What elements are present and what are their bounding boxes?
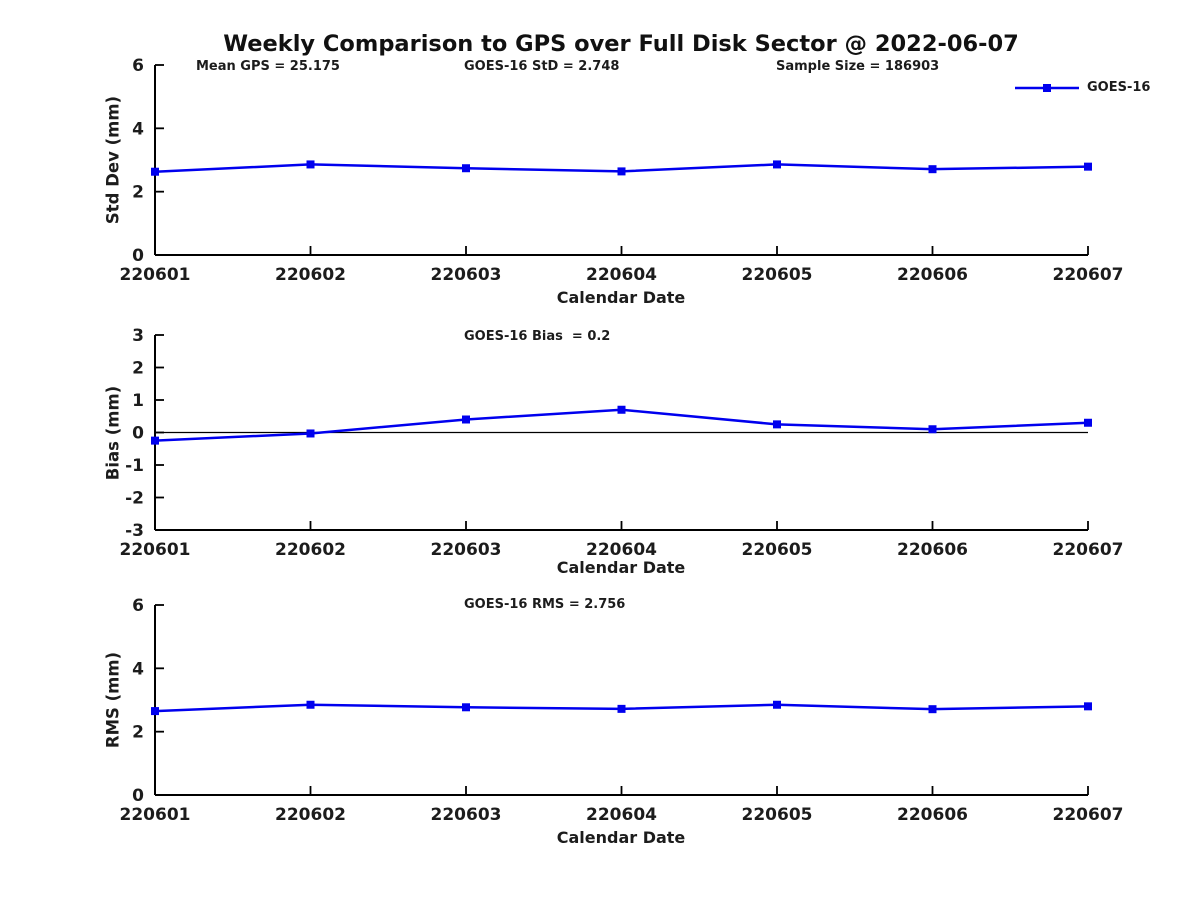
svg-text:220605: 220605 bbox=[742, 805, 813, 825]
annotation-goes16-rms: GOES-16 RMS = 2.756 bbox=[464, 597, 626, 612]
annotation-goes16-std: GOES-16 StD = 2.748 bbox=[464, 59, 620, 74]
svg-text:-1: -1 bbox=[125, 456, 144, 476]
svg-text:1: 1 bbox=[132, 391, 144, 411]
svg-text:220602: 220602 bbox=[275, 265, 346, 285]
annotation-goes16-bias: GOES-16 Bias = 0.2 bbox=[464, 329, 611, 344]
svg-text:3: 3 bbox=[132, 326, 144, 346]
svg-text:220607: 220607 bbox=[1053, 540, 1124, 560]
xlabel-calendar-date-3: Calendar Date bbox=[556, 828, 686, 847]
svg-text:220607: 220607 bbox=[1053, 265, 1124, 285]
svg-text:220603: 220603 bbox=[431, 265, 502, 285]
ylabel-std-dev: Std Dev (mm) bbox=[103, 95, 123, 225]
svg-text:220606: 220606 bbox=[897, 265, 968, 285]
ylabel-bias: Bias (mm) bbox=[103, 385, 123, 481]
svg-text:-3: -3 bbox=[125, 521, 144, 541]
svg-text:220604: 220604 bbox=[586, 265, 657, 285]
annotation-mean-gps: Mean GPS = 25.175 bbox=[196, 59, 340, 74]
svg-text:220602: 220602 bbox=[275, 805, 346, 825]
svg-text:6: 6 bbox=[132, 56, 144, 76]
legend-line-icon bbox=[1015, 83, 1079, 92]
svg-text:220601: 220601 bbox=[120, 805, 191, 825]
svg-text:4: 4 bbox=[132, 119, 144, 139]
svg-text:0: 0 bbox=[132, 246, 144, 266]
svg-text:220601: 220601 bbox=[120, 265, 191, 285]
legend: GOES-16 bbox=[1014, 80, 1150, 95]
chart-title: Weekly Comparison to GPS over Full Disk … bbox=[223, 31, 1019, 57]
xlabel-calendar-date-1: Calendar Date bbox=[556, 288, 686, 307]
svg-text:220604: 220604 bbox=[586, 540, 657, 560]
svg-text:220603: 220603 bbox=[431, 805, 502, 825]
svg-text:2: 2 bbox=[132, 359, 144, 379]
svg-text:220606: 220606 bbox=[897, 540, 968, 560]
svg-text:2: 2 bbox=[132, 723, 144, 743]
svg-text:4: 4 bbox=[132, 659, 144, 679]
legend-square-marker-icon bbox=[1043, 83, 1051, 92]
annotation-sample-size: Sample Size = 186903 bbox=[776, 59, 940, 74]
svg-text:0: 0 bbox=[132, 786, 144, 806]
svg-text:220603: 220603 bbox=[431, 540, 502, 560]
legend-label: GOES-16 bbox=[1087, 80, 1151, 95]
svg-text:6: 6 bbox=[132, 596, 144, 616]
svg-text:-2: -2 bbox=[125, 489, 144, 509]
svg-text:220602: 220602 bbox=[275, 540, 346, 560]
svg-text:2: 2 bbox=[132, 183, 144, 203]
svg-text:220605: 220605 bbox=[742, 265, 813, 285]
svg-text:220601: 220601 bbox=[120, 540, 191, 560]
svg-text:0: 0 bbox=[132, 424, 144, 444]
ylabel-rms: RMS (mm) bbox=[103, 651, 123, 749]
xlabel-calendar-date-2: Calendar Date bbox=[556, 558, 686, 577]
svg-text:220604: 220604 bbox=[586, 805, 657, 825]
svg-text:220605: 220605 bbox=[742, 540, 813, 560]
svg-text:220606: 220606 bbox=[897, 805, 968, 825]
svg-text:220607: 220607 bbox=[1053, 805, 1124, 825]
